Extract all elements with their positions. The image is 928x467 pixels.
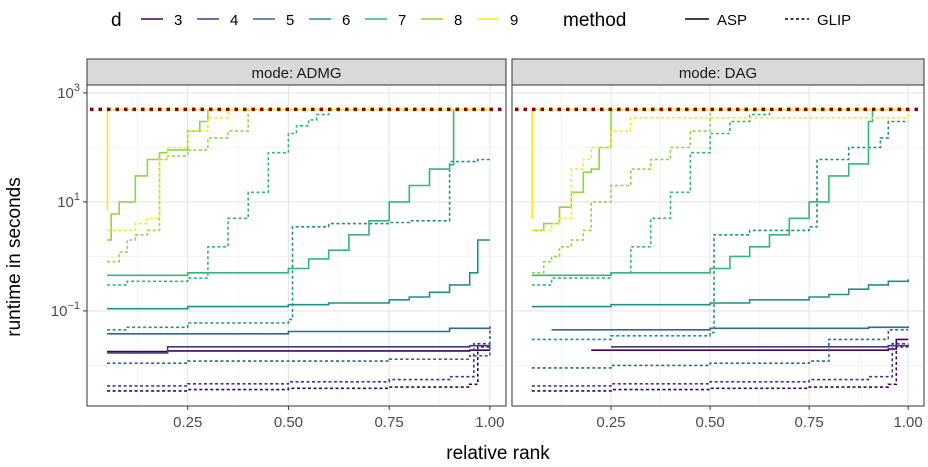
y-tick-label: 101 — [57, 191, 80, 211]
series-d4-glip — [107, 342, 490, 387]
facet-panels: mode: ADMG 0.25 0.50 0.75 1.00 mode: DAG 0.25 0… — [86, 58, 925, 431]
legend-label-d-7: 7 — [398, 12, 406, 29]
x-tick-label: 1.00 — [475, 414, 504, 431]
series-d4-asp — [611, 344, 909, 348]
series-d4-glip — [531, 342, 909, 387]
series-d4-asp — [107, 344, 491, 354]
x-tick-label: 1.00 — [894, 414, 923, 431]
x-tick-label: 0.25 — [173, 414, 202, 431]
panel-border — [511, 84, 925, 407]
series-d6-glip — [107, 158, 490, 331]
legend-label-d-8: 8 — [454, 12, 462, 29]
panel-background — [512, 85, 924, 406]
legend-title-method: method — [563, 10, 626, 31]
legend: d 3 4 5 6 7 8 9 method ASP GLIP — [111, 10, 851, 31]
x-tick-label: 0.75 — [375, 414, 404, 431]
legend-label-d-6: 6 — [342, 12, 350, 29]
series-d6-glip — [531, 120, 909, 341]
legend-label-d-4: 4 — [230, 12, 238, 29]
series-d7-glip — [107, 108, 490, 286]
legend-label-method-asp: ASP — [717, 12, 747, 29]
x-axis-title: relative rank — [446, 443, 550, 464]
legend-label-method-glip: GLIP — [817, 12, 851, 29]
series-d7-asp — [531, 108, 909, 277]
y-tick-base: 10 — [57, 194, 74, 211]
strip-label: mode: ADMG — [251, 65, 341, 82]
x-tick-label: 0.25 — [596, 414, 625, 431]
legend-label-d-5: 5 — [286, 12, 294, 29]
y-tick-label: 103 — [57, 82, 80, 102]
y-tick-base: 10 — [57, 85, 74, 102]
y-tick-exponent: 1 — [74, 191, 80, 203]
x-tick-label: 0.50 — [695, 414, 724, 431]
y-tick-base: 10 — [51, 303, 68, 320]
x-tick-label: 0.50 — [274, 414, 303, 431]
series-d3-glip — [531, 346, 909, 392]
panel-border — [86, 84, 507, 407]
series-d6-asp — [107, 239, 490, 310]
panel-0: mode: ADMG 0.25 0.50 0.75 1.00 — [86, 58, 507, 431]
series-d5-asp — [107, 326, 491, 335]
series-d7-glip — [531, 108, 909, 286]
y-tick-exponent: −1 — [67, 300, 80, 312]
series-d9-glip — [107, 108, 490, 232]
series-d7-asp — [107, 108, 490, 277]
x-tick-label: 0.75 — [795, 414, 824, 431]
series-d8-glip — [531, 108, 909, 274]
y-tick-label: 10−1 — [51, 300, 80, 320]
legend-label-d-9: 9 — [510, 12, 518, 29]
legend-label-d-3: 3 — [174, 12, 182, 29]
series-d8-glip — [107, 108, 490, 263]
y-axis-title: runtime in seconds — [4, 177, 25, 336]
strip-label: mode: DAG — [679, 65, 757, 82]
series-d5-glip — [531, 329, 909, 369]
y-tick-exponent: 3 — [74, 82, 80, 94]
strip-background — [511, 58, 925, 86]
panel-1: mode: DAG 0.25 0.50 0.75 1.00 — [511, 58, 925, 431]
legend-title-d: d — [111, 10, 122, 31]
series-d9-glip — [531, 109, 909, 232]
series-d8-asp — [107, 108, 490, 241]
series-d9-asp — [106, 108, 490, 212]
series-d5-glip — [107, 326, 491, 364]
series-d6-asp — [531, 279, 909, 308]
series-d5-asp — [551, 326, 909, 331]
